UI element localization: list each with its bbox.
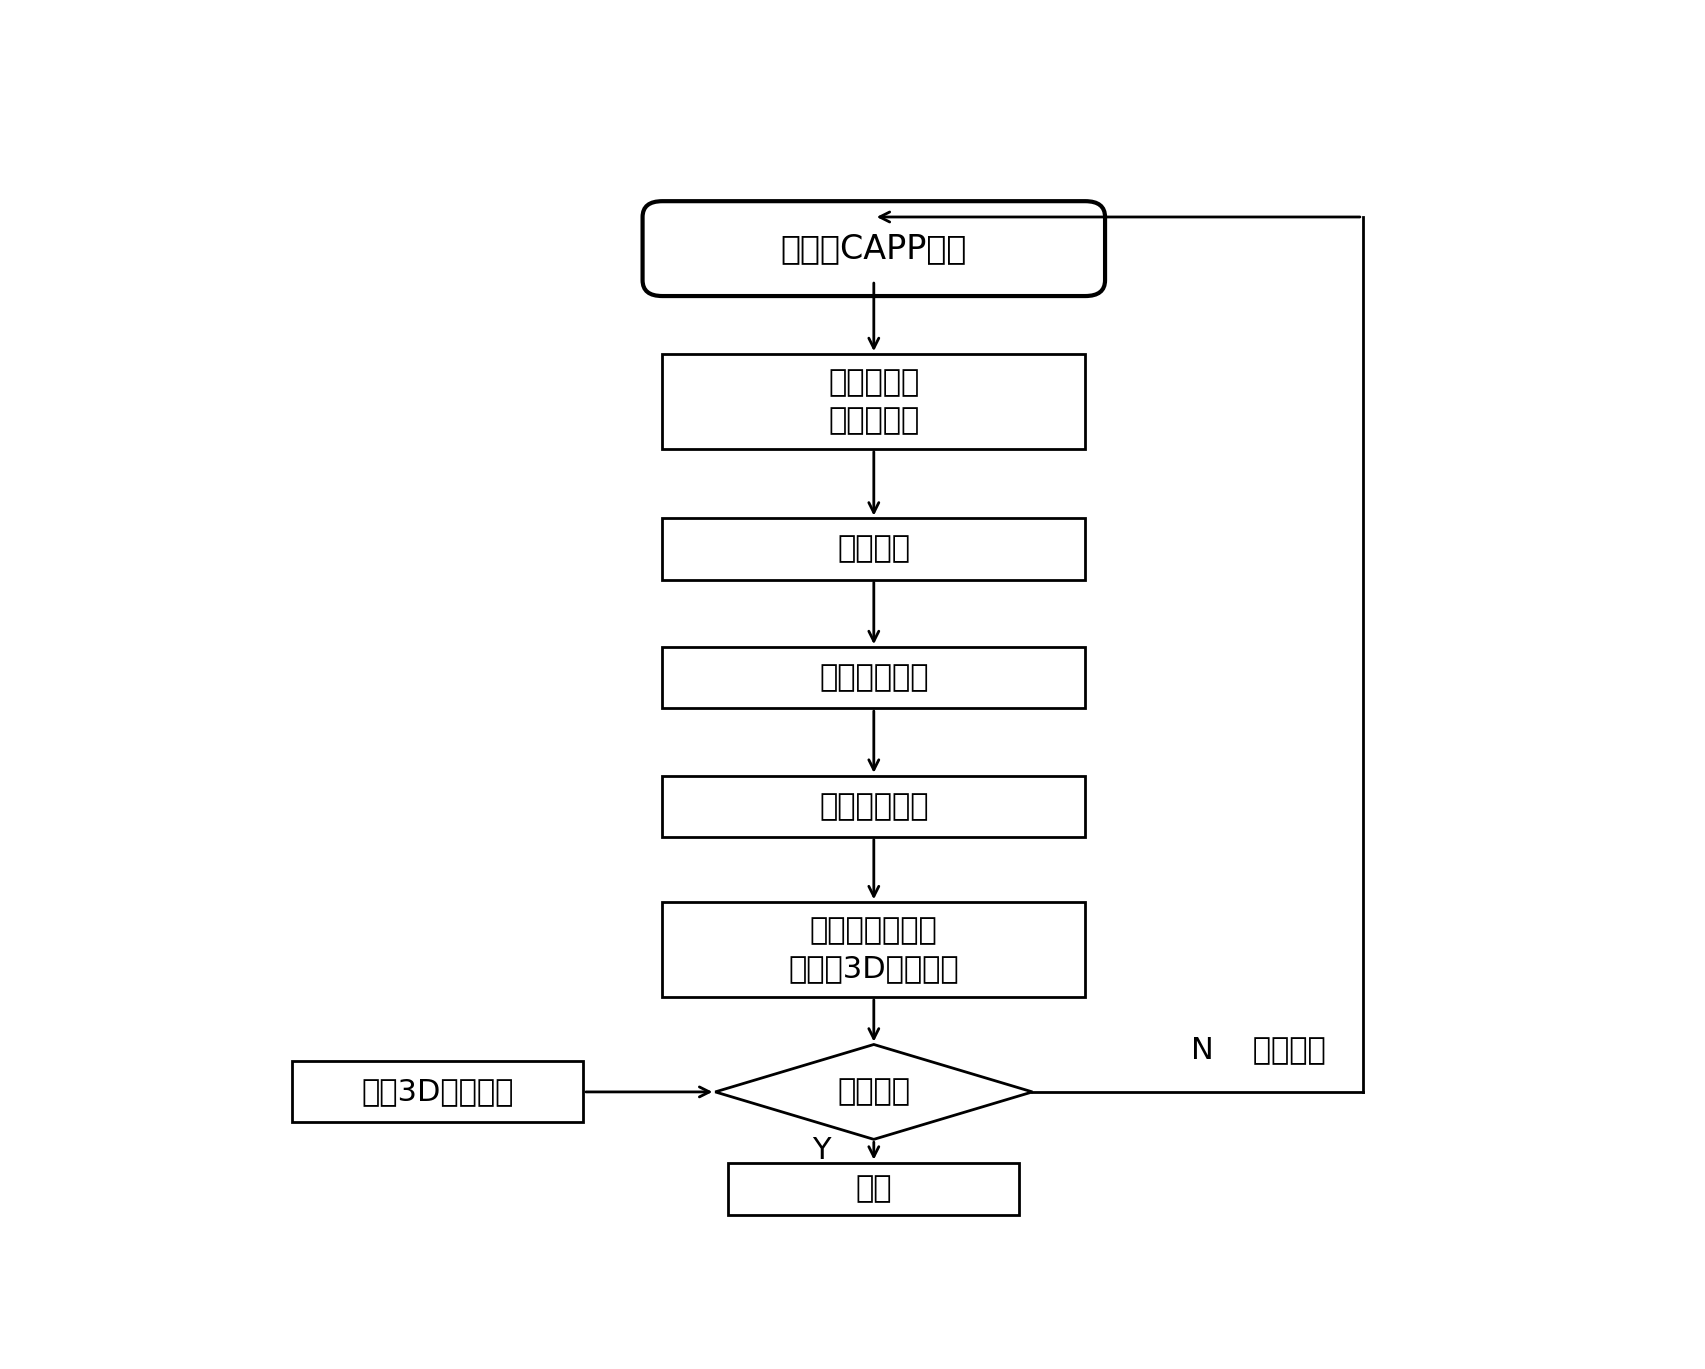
Text: N    返回修改: N 返回修改	[1190, 1035, 1326, 1064]
Text: 基于特征的
微器件输入: 基于特征的 微器件输入	[829, 368, 919, 435]
Text: 微器件CAPP开始: 微器件CAPP开始	[781, 233, 967, 266]
FancyBboxPatch shape	[643, 201, 1105, 296]
Text: 结束: 结束	[856, 1175, 892, 1203]
Bar	[662, 519, 1084, 579]
Bar	[662, 355, 1084, 449]
Bar	[662, 648, 1084, 708]
Text: Y: Y	[812, 1136, 830, 1165]
Text: 制造工艺仿真和
可视刖3D图形生成: 制造工艺仿真和 可视刖3D图形生成	[788, 916, 960, 983]
Text: 满意否？: 满意否？	[837, 1077, 910, 1106]
Text: 工艺匹配: 工艺匹配	[837, 534, 910, 564]
Polygon shape	[716, 1045, 1033, 1139]
Text: 工艺路线生成: 工艺路线生成	[818, 663, 929, 693]
Bar	[662, 902, 1084, 997]
Text: 期望3D器件图形: 期望3D器件图形	[361, 1077, 513, 1106]
Bar	[662, 776, 1084, 836]
Text: 掩膜图形生成: 掩膜图形生成	[818, 791, 929, 821]
Bar	[293, 1061, 583, 1123]
Bar	[728, 1162, 1020, 1216]
